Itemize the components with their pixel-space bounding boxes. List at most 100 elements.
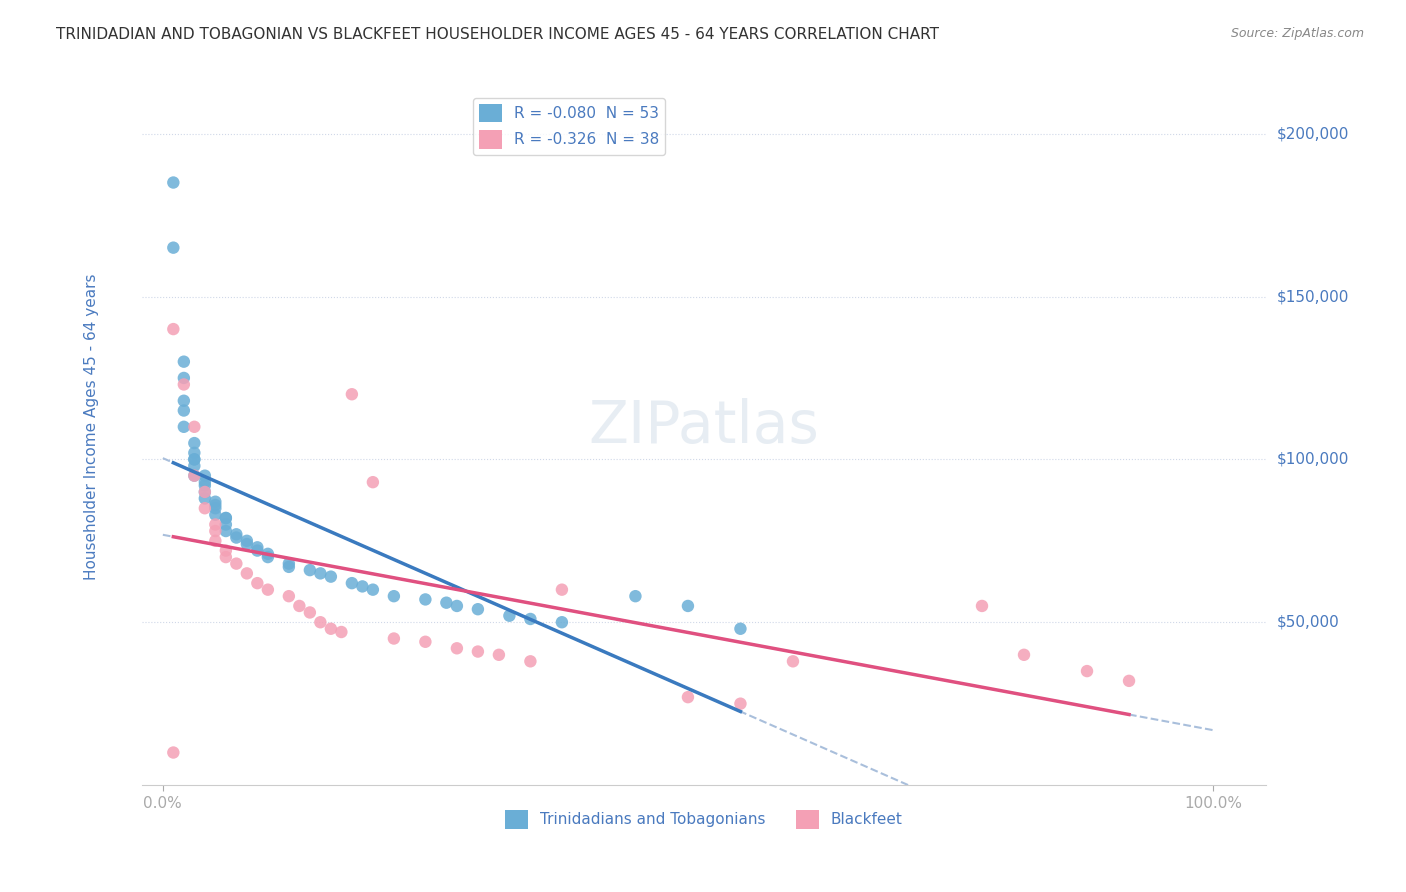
Point <box>488 648 510 662</box>
Point <box>194 501 217 516</box>
Point <box>298 606 321 620</box>
Point <box>173 377 195 392</box>
Point <box>162 241 184 255</box>
Legend: Trinidadians and Tobagonians, Blackfeet: Trinidadians and Tobagonians, Blackfeet <box>499 804 908 835</box>
Point <box>162 176 184 190</box>
Point <box>162 746 184 760</box>
Point <box>183 458 205 473</box>
Point <box>162 322 184 336</box>
Point <box>676 599 699 613</box>
Point <box>183 419 205 434</box>
Point <box>204 517 226 532</box>
Point <box>173 403 195 417</box>
Point <box>361 582 384 597</box>
Point <box>215 524 238 538</box>
Point <box>246 541 269 555</box>
Point <box>730 697 752 711</box>
Text: $100,000: $100,000 <box>1277 452 1350 467</box>
Point <box>782 654 804 668</box>
Text: ZIPatlas: ZIPatlas <box>588 399 820 455</box>
Point <box>257 547 280 561</box>
Text: $150,000: $150,000 <box>1277 289 1350 304</box>
Point <box>467 602 489 616</box>
Point <box>183 452 205 467</box>
Point <box>446 641 468 656</box>
Point <box>467 644 489 658</box>
Point <box>215 511 238 525</box>
Point <box>288 599 311 613</box>
Text: Householder Income Ages 45 - 64 years: Householder Income Ages 45 - 64 years <box>84 274 98 580</box>
Point <box>183 468 205 483</box>
Point <box>309 566 332 581</box>
Point <box>183 452 205 467</box>
Point <box>415 592 437 607</box>
Text: $200,000: $200,000 <box>1277 126 1350 141</box>
Point <box>204 508 226 522</box>
Point <box>194 491 217 506</box>
Point <box>340 387 363 401</box>
Text: $50,000: $50,000 <box>1277 615 1340 630</box>
Point <box>551 582 574 597</box>
Point <box>236 566 259 581</box>
Point <box>519 654 541 668</box>
Point <box>319 569 342 583</box>
Point <box>215 517 238 532</box>
Point <box>434 596 457 610</box>
Point <box>215 550 238 565</box>
Point <box>173 371 195 385</box>
Point <box>498 608 520 623</box>
Point <box>1076 664 1098 678</box>
Point <box>551 615 574 630</box>
Point <box>225 527 247 541</box>
Point <box>1012 648 1035 662</box>
Point <box>194 478 217 492</box>
Point <box>624 589 647 603</box>
Point <box>225 531 247 545</box>
Point <box>1118 673 1140 688</box>
Point <box>277 557 299 571</box>
Point <box>246 576 269 591</box>
Point <box>277 559 299 574</box>
Point <box>204 524 226 538</box>
Point <box>173 354 195 368</box>
Point <box>382 589 405 603</box>
Point <box>277 589 299 603</box>
Point <box>382 632 405 646</box>
Point <box>183 468 205 483</box>
Point <box>352 579 374 593</box>
Point <box>676 690 699 705</box>
Text: Source: ZipAtlas.com: Source: ZipAtlas.com <box>1230 27 1364 40</box>
Point <box>970 599 993 613</box>
Point <box>204 494 226 508</box>
Point <box>204 498 226 512</box>
Point <box>194 485 217 500</box>
Point <box>194 475 217 490</box>
Point <box>215 511 238 525</box>
Point <box>330 625 353 640</box>
Text: TRINIDADIAN AND TOBAGONIAN VS BLACKFEET HOUSEHOLDER INCOME AGES 45 - 64 YEARS CO: TRINIDADIAN AND TOBAGONIAN VS BLACKFEET … <box>56 27 939 42</box>
Point <box>340 576 363 591</box>
Point <box>173 419 195 434</box>
Point <box>257 550 280 565</box>
Point <box>183 446 205 460</box>
Point <box>309 615 332 630</box>
Point <box>194 485 217 500</box>
Point <box>236 533 259 548</box>
Point <box>298 563 321 577</box>
Point <box>204 501 226 516</box>
Point <box>204 533 226 548</box>
Point <box>361 475 384 490</box>
Point <box>236 537 259 551</box>
Point <box>319 622 342 636</box>
Point <box>183 436 205 450</box>
Point <box>519 612 541 626</box>
Point <box>173 393 195 408</box>
Point <box>446 599 468 613</box>
Point <box>415 634 437 648</box>
Point <box>730 622 752 636</box>
Point <box>257 582 280 597</box>
Point <box>225 557 247 571</box>
Point <box>246 543 269 558</box>
Point <box>194 468 217 483</box>
Point <box>215 543 238 558</box>
